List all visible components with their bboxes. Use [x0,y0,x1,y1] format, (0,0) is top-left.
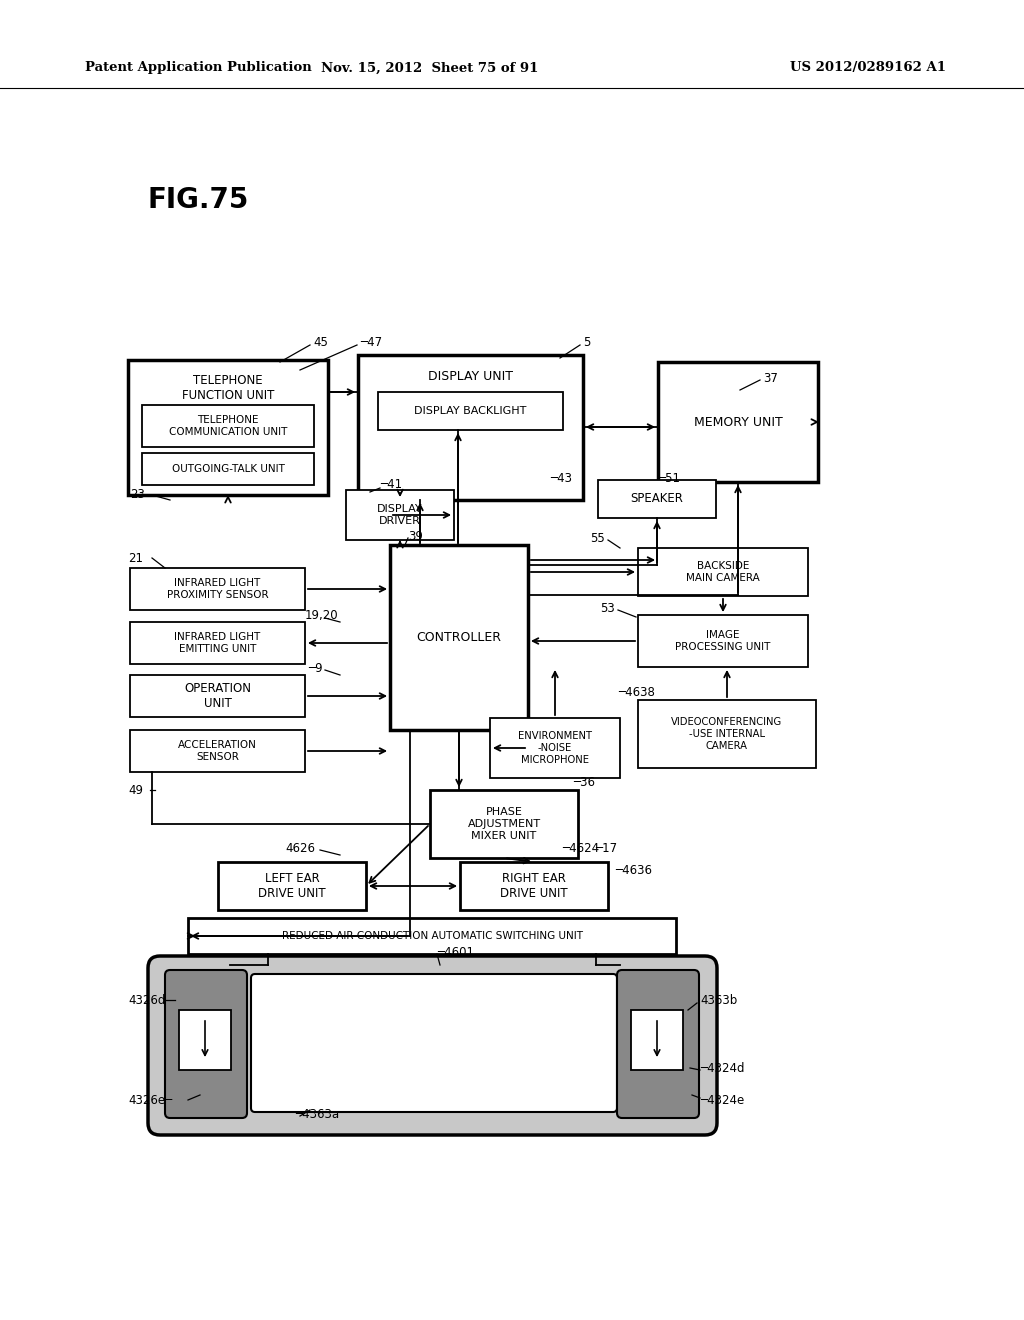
Text: TELEPHONE
COMMUNICATION UNIT: TELEPHONE COMMUNICATION UNIT [169,416,287,437]
Text: 4326e─: 4326e─ [128,1093,172,1106]
Text: 37: 37 [763,371,778,384]
Text: SPEAKER: SPEAKER [631,492,683,506]
Text: ─9: ─9 [308,661,323,675]
Text: 23: 23 [130,488,144,502]
Text: PHASE
ADJUSTMENT
MIXER UNIT: PHASE ADJUSTMENT MIXER UNIT [467,808,541,841]
Bar [130,568,305,610]
Bar [142,453,314,484]
Text: 19,20: 19,20 [305,609,339,622]
Text: BACKSIDE
MAIN CAMERA: BACKSIDE MAIN CAMERA [686,561,760,583]
Text: ─4324d: ─4324d [700,1061,744,1074]
Text: Patent Application Publication: Patent Application Publication [85,62,311,74]
Text: RIGHT EAR
DRIVE UNIT: RIGHT EAR DRIVE UNIT [500,873,568,900]
Bar [188,917,676,954]
Text: INFRARED LIGHT
PROXIMITY SENSOR: INFRARED LIGHT PROXIMITY SENSOR [167,578,268,599]
Text: ─17: ─17 [595,842,617,854]
Text: 4326d: 4326d [128,994,165,1006]
Text: OPERATION
UNIT: OPERATION UNIT [184,682,251,710]
Text: TELEPHONE
FUNCTION UNIT: TELEPHONE FUNCTION UNIT [182,374,274,403]
Bar [142,405,314,447]
Bar [378,392,563,430]
Bar [638,700,816,768]
Text: Nov. 15, 2012  Sheet 75 of 91: Nov. 15, 2012 Sheet 75 of 91 [322,62,539,74]
Bar [130,730,305,772]
Bar [490,718,620,777]
Text: ─4624: ─4624 [562,842,599,854]
Text: ─4601: ─4601 [437,945,474,958]
Text: ─4638: ─4638 [618,685,655,698]
Text: ─47: ─47 [360,337,382,350]
Bar [638,548,808,597]
Bar [179,1010,231,1071]
Bar [390,545,528,730]
FancyBboxPatch shape [251,974,617,1111]
Text: ─43: ─43 [550,471,572,484]
Text: 5: 5 [583,337,591,350]
Text: ENVIRONMENT
-NOISE
MICROPHONE: ENVIRONMENT -NOISE MICROPHONE [518,731,592,764]
Bar [128,360,328,495]
FancyBboxPatch shape [617,970,699,1118]
Text: ─41: ─41 [380,479,402,491]
Text: ACCELERATION
SENSOR: ACCELERATION SENSOR [178,741,257,762]
Text: IMAGE
PROCESSING UNIT: IMAGE PROCESSING UNIT [675,630,771,652]
Text: DISPLAY UNIT: DISPLAY UNIT [428,371,513,384]
Text: DISPLAY BACKLIGHT: DISPLAY BACKLIGHT [415,407,526,416]
Text: 55: 55 [590,532,605,544]
Text: CONTROLLER: CONTROLLER [417,631,502,644]
Bar [358,355,583,500]
Text: OUTGOING-TALK UNIT: OUTGOING-TALK UNIT [172,465,285,474]
Text: ─51: ─51 [658,471,680,484]
Bar [658,362,818,482]
Text: 4626: 4626 [285,842,315,854]
Text: LEFT EAR
DRIVE UNIT: LEFT EAR DRIVE UNIT [258,873,326,900]
Text: 21: 21 [128,552,143,565]
Text: 45: 45 [313,337,328,350]
Text: ─4636: ─4636 [615,863,652,876]
Text: US 2012/0289162 A1: US 2012/0289162 A1 [790,62,946,74]
Text: ─4363a: ─4363a [295,1109,339,1122]
Bar [130,622,305,664]
Bar [218,862,366,909]
Bar [598,480,716,517]
Text: ─36: ─36 [573,776,595,788]
Text: ─4324e: ─4324e [700,1093,744,1106]
Text: 53: 53 [600,602,614,615]
Text: REDUCED AIR CONDUCTION AUTOMATIC SWITCHING UNIT: REDUCED AIR CONDUCTION AUTOMATIC SWITCHI… [282,931,583,941]
Bar [631,1010,683,1071]
Bar [638,615,808,667]
FancyBboxPatch shape [165,970,247,1118]
Text: INFRARED LIGHT
EMITTING UNIT: INFRARED LIGHT EMITTING UNIT [174,632,261,653]
Text: DISPLAY
DRIVER: DISPLAY DRIVER [377,504,423,525]
FancyBboxPatch shape [148,956,717,1135]
Bar [460,862,608,909]
Text: 49: 49 [128,784,143,796]
Text: 4363b: 4363b [700,994,737,1006]
Text: FIG.75: FIG.75 [148,186,250,214]
Text: VIDEOCONFERENCING
-USE INTERNAL
CAMERA: VIDEOCONFERENCING -USE INTERNAL CAMERA [672,717,782,751]
Text: MEMORY UNIT: MEMORY UNIT [693,416,782,429]
Bar [346,490,454,540]
Bar [130,675,305,717]
Bar [430,789,578,858]
Text: 39: 39 [408,529,423,543]
